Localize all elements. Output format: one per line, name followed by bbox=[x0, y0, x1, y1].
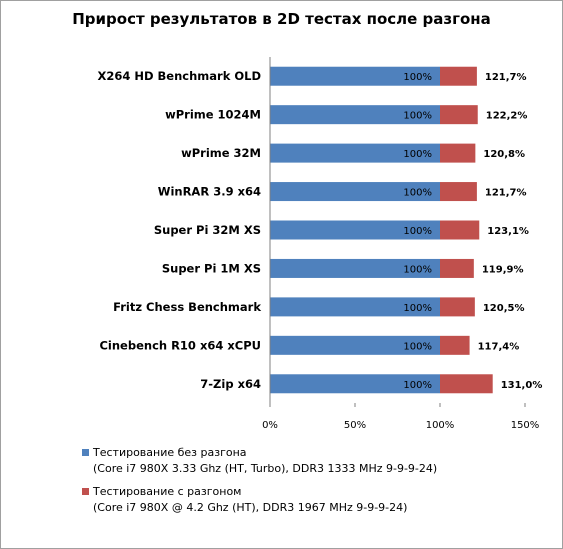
legend-label-base: Тестирование без разгона bbox=[93, 446, 247, 459]
bar-label-overclock: 117,4% bbox=[478, 341, 520, 352]
bar-base bbox=[270, 374, 440, 394]
legend: Тестирование без разгона (Core i7 980X 3… bbox=[82, 446, 437, 524]
chart-title: Прирост результатов в 2D тестах после ра… bbox=[72, 10, 491, 28]
bar-label-overclock: 122,2% bbox=[486, 111, 528, 122]
legend-swatch-base bbox=[82, 449, 89, 456]
bar-overclock bbox=[440, 220, 480, 240]
category-label: Super Pi 32M XS bbox=[154, 223, 261, 237]
legend-item-overclock: Тестирование с разгоном (Core i7 980X @ … bbox=[82, 485, 437, 514]
bar-label-base: 100% bbox=[403, 72, 432, 83]
category-label: wPrime 1024M bbox=[165, 108, 261, 122]
x-tick-label: 50% bbox=[344, 420, 366, 431]
bar-base bbox=[270, 297, 440, 317]
bar-overclock bbox=[440, 374, 493, 394]
bar-overclock bbox=[440, 66, 477, 86]
x-tick-label: 100% bbox=[426, 420, 455, 431]
bar-label-base: 100% bbox=[403, 380, 432, 391]
bar-chart: 100% 121,7% X264 HD Benchmark OLD 100% 122,2… bbox=[97, 57, 543, 431]
category-label: WinRAR 3.9 x64 bbox=[158, 185, 261, 199]
bar-overclock bbox=[440, 258, 474, 278]
bar-label-overclock: 121,7% bbox=[485, 188, 527, 199]
legend-item-base: Тестирование без разгона (Core i7 980X 3… bbox=[82, 446, 437, 475]
bar-label-base: 100% bbox=[403, 111, 432, 122]
bar-base bbox=[270, 105, 440, 125]
bar-label-base: 100% bbox=[403, 303, 432, 314]
bar-base bbox=[270, 258, 440, 278]
x-tick-label: 0% bbox=[262, 420, 278, 431]
bar-label-base: 100% bbox=[403, 226, 432, 237]
bar-base bbox=[270, 143, 440, 163]
bar-overclock bbox=[440, 297, 475, 317]
bar-overclock bbox=[440, 105, 478, 125]
category-label: 7-Zip x64 bbox=[200, 377, 261, 391]
bar-overclock bbox=[440, 182, 477, 202]
bar-label-overclock: 119,9% bbox=[482, 264, 524, 275]
bar-label-base: 100% bbox=[403, 149, 432, 160]
bar-base bbox=[270, 182, 440, 202]
bar-label-base: 100% bbox=[403, 264, 432, 275]
bar-label-overclock: 123,1% bbox=[487, 226, 529, 237]
legend-detail-overclock: (Core i7 980X @ 4.2 Ghz (HT), DDR3 1967 … bbox=[93, 501, 408, 514]
bar-label-overclock: 120,5% bbox=[483, 303, 525, 314]
bar-label-overclock: 131,0% bbox=[501, 380, 543, 391]
bar-label-overclock: 120,8% bbox=[483, 149, 525, 160]
bar-overclock bbox=[440, 143, 476, 163]
bar-base bbox=[270, 335, 440, 355]
bar-base bbox=[270, 220, 440, 240]
bar-label-base: 100% bbox=[403, 341, 432, 352]
x-tick-label: 150% bbox=[511, 420, 540, 431]
bar-overclock bbox=[440, 335, 470, 355]
category-label: X264 HD Benchmark OLD bbox=[97, 69, 261, 83]
legend-detail-base: (Core i7 980X 3.33 Ghz (HT, Turbo), DDR3… bbox=[93, 462, 438, 475]
bar-label-base: 100% bbox=[403, 188, 432, 199]
category-label: Super Pi 1M XS bbox=[162, 261, 261, 275]
legend-label-overclock: Тестирование с разгоном bbox=[93, 485, 242, 498]
category-label: Cinebench R10 x64 xCPU bbox=[99, 338, 261, 352]
legend-swatch-overclock bbox=[82, 488, 89, 495]
bar-base bbox=[270, 66, 440, 86]
category-label: wPrime 32M bbox=[181, 146, 261, 160]
bar-label-overclock: 121,7% bbox=[485, 72, 527, 83]
category-label: Fritz Chess Benchmark bbox=[113, 300, 261, 314]
